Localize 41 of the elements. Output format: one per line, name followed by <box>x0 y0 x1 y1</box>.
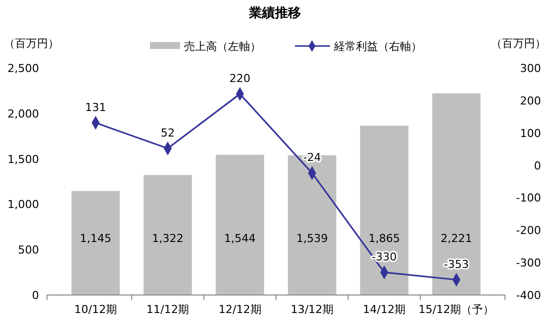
y2-tick-label: 300 <box>520 62 541 75</box>
data-label: 131 <box>85 100 106 114</box>
data-label: 2,221 <box>440 232 472 245</box>
y-tick-label: 500 <box>18 244 39 257</box>
bar <box>360 126 408 295</box>
y2-tick-label: -100 <box>516 192 541 205</box>
x-tick-label: 11/12期 <box>146 303 190 316</box>
data-label: 1,145 <box>80 232 112 245</box>
y2-tick-label: 200 <box>520 94 541 108</box>
y-tick-label: 2,000 <box>8 107 39 120</box>
x-tick-label: 14/12期 <box>362 303 406 316</box>
x-tick-label: 13/12期 <box>290 303 334 316</box>
data-label: -353 <box>444 258 469 271</box>
y-axis-title: （百万円） <box>4 37 59 50</box>
data-label: 52 <box>160 126 175 140</box>
bar <box>216 154 264 295</box>
y2-axis-title: （百万円） <box>491 37 546 50</box>
y2-tick-label: -400 <box>516 289 541 302</box>
y-tick-label: 2,500 <box>8 62 39 75</box>
x-tick-label: 12/12期 <box>218 303 262 316</box>
data-label: 1,322 <box>152 232 184 245</box>
legend-label: 売上高（左軸） <box>184 40 261 53</box>
x-tick-label: 10/12期 <box>74 303 117 316</box>
data-label: -24 <box>303 151 322 164</box>
y2-tick-label: 0 <box>534 159 541 172</box>
bar <box>432 93 481 295</box>
y2-tick-label: -200 <box>516 224 541 238</box>
y2-tick-label: 100 <box>520 126 541 140</box>
data-label: 1,539 <box>296 232 328 245</box>
data-label: 220 <box>229 72 250 85</box>
x-tick-label: 15/12期（予） <box>418 303 494 316</box>
y-tick-label: 1,500 <box>8 152 39 166</box>
bar <box>71 191 120 295</box>
y-tick-label: 1,000 <box>8 198 39 212</box>
legend-label: 経常利益（右軸） <box>333 40 422 53</box>
data-label: 1,865 <box>368 232 400 245</box>
y-tick-label: 0 <box>32 289 39 302</box>
data-label: 1,544 <box>224 232 256 245</box>
bar <box>144 174 192 295</box>
chart-title: 業績推移 <box>248 6 301 21</box>
y2-tick-label: -300 <box>516 256 541 270</box>
